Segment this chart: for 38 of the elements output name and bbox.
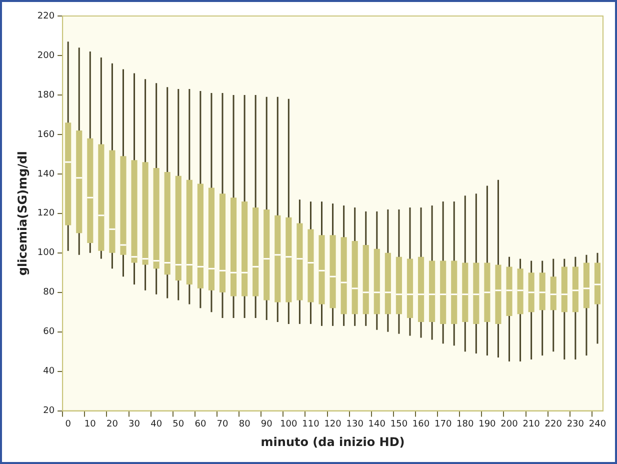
y-tick-label: 200 (37, 50, 55, 61)
x-tick-label: 200 (500, 420, 518, 430)
y-tick-label: 120 (37, 208, 55, 219)
x-tick-label: 100 (280, 420, 298, 430)
x-tick-label: 80 (238, 420, 251, 430)
x-tick-label: 140 (368, 420, 386, 430)
y-tick-label: 40 (43, 366, 55, 377)
x-tick-label: 210 (522, 420, 540, 430)
x-tick-label: 30 (128, 420, 140, 430)
x-tick-label: 60 (194, 420, 206, 430)
x-tick-label: 160 (412, 420, 430, 430)
x-tick-label: 110 (302, 420, 320, 430)
y-tick-label: 140 (37, 169, 55, 180)
x-tick-label: 20 (106, 420, 118, 430)
y-tick-label: 180 (37, 90, 55, 100)
x-tick-label: 190 (478, 420, 496, 430)
x-tick-label: 40 (150, 420, 162, 430)
x-tick-label: 120 (324, 420, 342, 430)
y-tick-label: 100 (37, 248, 55, 258)
x-tick-label: 150 (390, 420, 408, 430)
y-tick-label: 220 (37, 11, 55, 22)
y-tick-label: 80 (43, 288, 55, 298)
x-tick-label: 220 (544, 420, 562, 430)
x-tick-label: 230 (566, 420, 584, 430)
x-tick-label: 50 (172, 420, 184, 430)
y-axis-title: glicemia(SG)mg/dl (15, 151, 30, 276)
y-tick-label: 60 (43, 327, 55, 338)
x-tick-label: 0 (65, 420, 72, 430)
y-tick-label: 20 (43, 406, 55, 416)
x-tick-label: 70 (216, 420, 228, 430)
x-tick-label: 10 (84, 420, 96, 430)
x-tick-label: 240 (588, 420, 606, 430)
x-tick-label: 90 (260, 420, 273, 430)
x-tick-label: 170 (434, 420, 452, 430)
x-axis-title: minuto (da inizio HD) (260, 434, 405, 449)
y-tick-label: 160 (37, 130, 55, 140)
x-tick-label: 180 (456, 420, 474, 430)
x-tick-label: 130 (346, 420, 364, 430)
